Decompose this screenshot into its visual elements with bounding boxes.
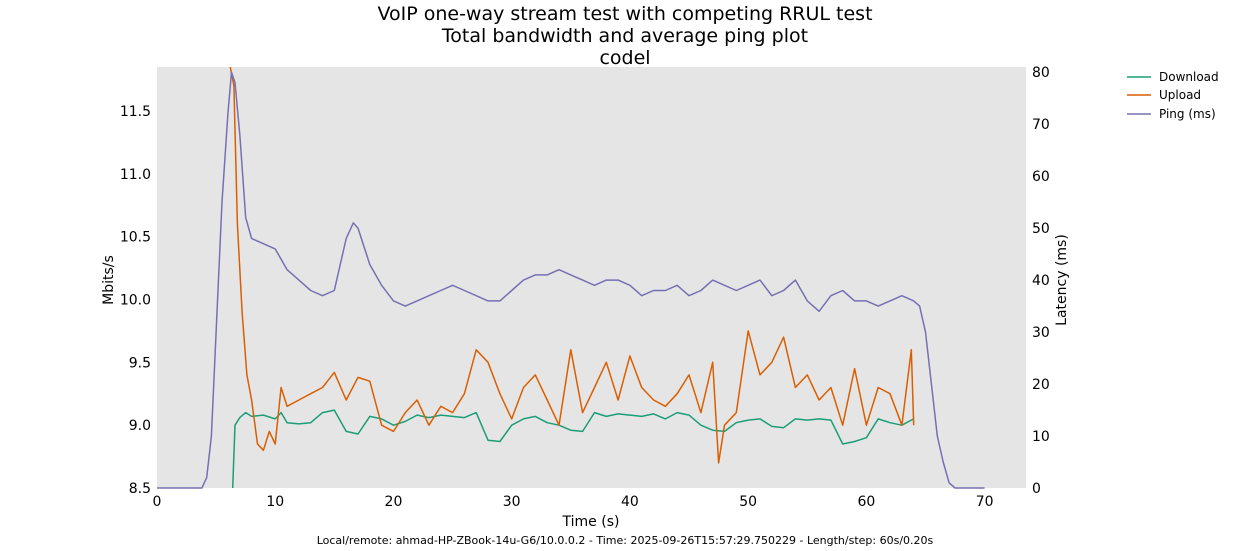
chart-title: VoIP one-way stream test with competing …: [377, 3, 872, 69]
chart-title-line-1: VoIP one-way stream test with competing …: [377, 3, 872, 25]
y-axis-label-right: Latency (ms): [1054, 234, 1070, 326]
series-line-upload: [229, 66, 915, 464]
y-tick-label-left: 11.5: [120, 104, 151, 120]
y-tick-label-left: 11.0: [120, 167, 151, 183]
series-line-download: [231, 409, 915, 489]
legend-label-upload: Upload: [1159, 88, 1201, 102]
y-tick-label-left: 8.5: [129, 481, 151, 497]
series-layer: [157, 66, 985, 489]
y-tick-label-right: 20: [1032, 377, 1050, 393]
x-tick-label: 40: [621, 494, 639, 510]
y-tick-label-left: 10.0: [120, 292, 151, 308]
legend-label-download: Download: [1159, 70, 1219, 84]
chart-title-line-2: Total bandwidth and average ping plot: [441, 25, 808, 47]
series-line-ping-ms: [157, 71, 985, 489]
y-tick-label-left: 10.5: [120, 230, 151, 246]
y-tick-label-right: 30: [1032, 325, 1050, 341]
y-tick-label-right: 70: [1032, 117, 1050, 133]
plot-area: [157, 67, 1026, 488]
y-tick-label-left: 9.0: [129, 418, 151, 434]
chart-title-line-3: codel: [599, 47, 650, 69]
x-tick-label: 20: [385, 494, 403, 510]
x-tick-label: 50: [739, 494, 757, 510]
y-axis-label-left: Mbits/s: [101, 255, 117, 305]
y-tick-label-right: 60: [1032, 169, 1050, 185]
y-tick-label-right: 40: [1032, 273, 1050, 289]
x-tick-label: 10: [266, 494, 284, 510]
y-tick-label-right: 0: [1032, 481, 1041, 497]
footer-metadata: Local/remote: ahmad-HP-ZBook-14u-G6/10.0…: [317, 534, 934, 547]
x-tick-label: 60: [857, 494, 875, 510]
y-tick-label-left: 9.5: [129, 355, 151, 371]
x-tick-label: 30: [503, 494, 521, 510]
y-tick-label-right: 10: [1032, 429, 1050, 445]
legend-label-ping: Ping (ms): [1159, 107, 1216, 121]
y-tick-label-right: 50: [1032, 221, 1050, 237]
ticks-layer: 0 10 20 30 40 50 60 70 8.5 9.0 9.5 10.0 10.5 11.0 11.5…: [120, 65, 1050, 510]
x-tick-label: 70: [976, 494, 994, 510]
x-axis-label: Time (s): [562, 514, 620, 530]
y-tick-label-right: 80: [1032, 65, 1050, 81]
legend: Download Upload Ping (ms): [1127, 70, 1219, 121]
x-tick-label: 0: [153, 494, 162, 510]
